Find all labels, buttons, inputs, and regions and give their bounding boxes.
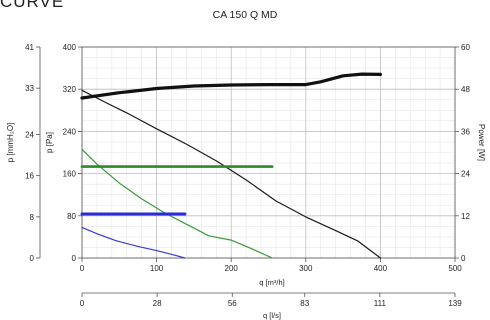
mmh2o-axis-tick-label: 0 — [30, 254, 35, 263]
mmh2o-axis-tick-label: 8 — [30, 213, 35, 222]
mmh2o-axis-tick-label: 41 — [25, 43, 34, 52]
pa-axis-tick-label: 0 — [72, 254, 77, 263]
power-axis-tick-label: 0 — [461, 254, 466, 263]
power-axis-tick-label: 36 — [461, 127, 470, 136]
q-m3h-axis-tick-label: 500 — [448, 264, 462, 273]
mmh2o-axis-tick-label: 24 — [25, 130, 34, 139]
q-m3h-axis-label: q [m³/h] — [259, 278, 284, 287]
mmh2o-axis-label: p [mmH₂O] — [6, 123, 15, 163]
pressure-curve-line — [81, 226, 186, 259]
mmh2o-axis-tick-label: 16 — [25, 172, 34, 181]
q-ls-axis-tick-label: 139 — [448, 299, 462, 308]
q-m3h-axis-tick-label: 200 — [225, 264, 239, 273]
pa-axis-label: p [Pa] — [45, 132, 54, 153]
power-curve-line — [80, 72, 382, 100]
pa-axis-tick-label: 400 — [63, 43, 77, 52]
power-axis-tick-label: 48 — [461, 85, 470, 94]
power-axis-tick-label: 24 — [461, 170, 470, 179]
pa-axis-tick-label: 240 — [63, 127, 77, 136]
plot-frame — [81, 46, 456, 259]
power-axis-tick-label: 60 — [461, 43, 470, 52]
pa-axis-tick-label: 160 — [63, 170, 77, 179]
q-m3h-axis-tick-label: 400 — [374, 264, 388, 273]
q-m3h-axis-tick-label: 300 — [299, 264, 313, 273]
power-axis-label: Power [W] — [477, 124, 486, 161]
q-ls-axis-label: q [l/s] — [263, 311, 281, 320]
pa-axis-tick-label: 320 — [63, 85, 77, 94]
power-axis-tick-label: 12 — [461, 212, 470, 221]
mmh2o-axis-tick-label: 33 — [25, 84, 34, 93]
chart-title: CA 150 Q MD — [212, 9, 278, 21]
q-ls-axis-tick-label: 83 — [300, 299, 309, 308]
q-m3h-axis-tick-label: 0 — [80, 264, 85, 273]
q-ls-axis-tick-label: 111 — [374, 299, 387, 308]
q-ls-axis-tick-label: 28 — [153, 299, 162, 308]
q-m3h-axis-tick-label: 100 — [150, 264, 164, 273]
pressure-curve-line — [81, 89, 381, 259]
q-ls-axis-tick-label: 56 — [228, 299, 237, 308]
page-heading: CURVE — [0, 0, 65, 11]
q-ls-axis-tick-label: 0 — [80, 299, 85, 308]
pressure-curve-line — [81, 148, 273, 259]
pa-axis-tick-label: 80 — [67, 212, 76, 221]
